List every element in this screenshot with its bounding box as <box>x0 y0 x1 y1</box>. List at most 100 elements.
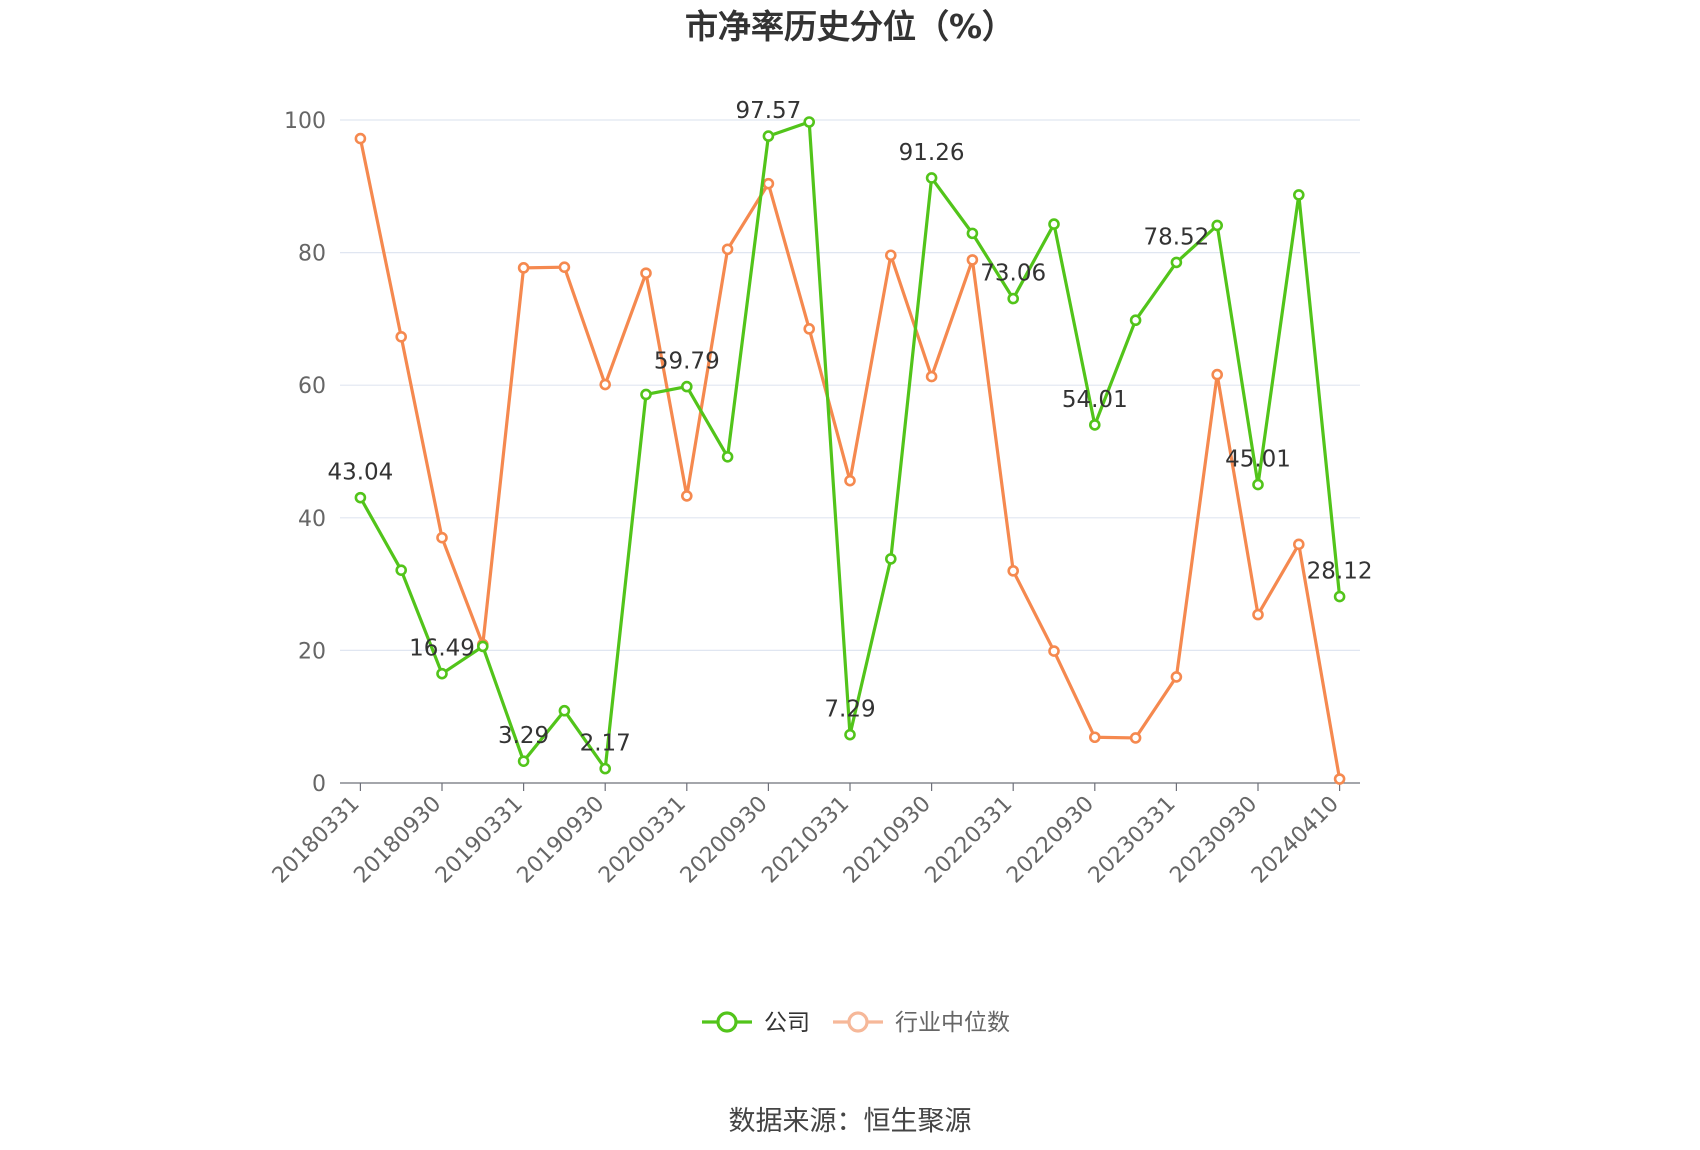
x-tick-label: 20210930 <box>839 792 936 889</box>
x-axis <box>340 782 1360 791</box>
data-point <box>803 323 816 335</box>
data-point <box>721 451 734 463</box>
data-point <box>476 640 489 653</box>
data-point <box>640 267 652 279</box>
legend-label: 公司 <box>764 1010 810 1036</box>
data-point <box>925 370 938 383</box>
y-tick-label: 40 <box>298 507 326 532</box>
data-point <box>1293 538 1305 551</box>
x-tick-label: 20220331 <box>921 792 1018 889</box>
source-note: 数据来源：恒生聚源 <box>729 1106 972 1137</box>
data-label: 73.06 <box>980 261 1046 287</box>
legend[interactable]: 公司 行业中位数 <box>702 1010 1010 1036</box>
data-point <box>1333 773 1346 785</box>
y-tick-label: 100 <box>284 109 326 134</box>
x-tick-label: 20200331 <box>594 792 691 889</box>
y-axis: 0 20 40 60 80 100 <box>284 109 326 797</box>
data-label: 43.04 <box>327 460 393 486</box>
data-label: 16.49 <box>409 636 475 662</box>
data-point <box>1170 671 1183 683</box>
legend-label: 行业中位数 <box>895 1010 1010 1036</box>
x-tick-label: 20210331 <box>757 792 854 889</box>
data-point <box>884 553 897 565</box>
data-point <box>1007 292 1020 305</box>
data-point <box>844 474 856 487</box>
data-point <box>354 132 367 145</box>
data-point <box>640 388 652 401</box>
data-point <box>1170 256 1183 269</box>
x-tick-label: 20220930 <box>1002 792 1099 889</box>
data-point <box>395 564 408 576</box>
legend-marker <box>716 1011 738 1033</box>
x-tick-labels: 2018033120180930201903312019093020200331… <box>268 792 1344 889</box>
y-tick-label: 0 <box>312 772 326 797</box>
series-company <box>354 116 1346 775</box>
data-label: 2.17 <box>580 731 631 757</box>
data-point <box>517 755 530 767</box>
data-point <box>721 243 734 256</box>
data-point <box>844 728 856 741</box>
x-tick-label: 20200930 <box>676 792 773 889</box>
data-point <box>1252 478 1264 491</box>
series-line <box>359 120 1342 771</box>
data-point <box>680 380 693 393</box>
data-point <box>1252 608 1264 621</box>
data-point <box>517 262 530 274</box>
y-tick-label: 60 <box>298 374 326 399</box>
data-point <box>558 704 571 717</box>
x-tick-label: 20180331 <box>268 792 365 889</box>
chart-title: 市净率历史分位（%） <box>685 7 1015 46</box>
data-label: 91.26 <box>899 140 965 166</box>
x-tick-label: 20190930 <box>513 792 610 889</box>
data-point <box>966 254 979 266</box>
series <box>354 116 1346 785</box>
data-point <box>925 172 938 184</box>
data-point <box>1089 419 1101 431</box>
data-point <box>354 491 367 504</box>
data-point <box>762 177 775 190</box>
grid <box>340 119 1360 652</box>
data-label: 3.29 <box>498 723 549 749</box>
data-point <box>1007 565 1020 577</box>
data-label: 28.12 <box>1307 559 1373 585</box>
data-point <box>1129 314 1142 327</box>
data-label: 45.01 <box>1225 447 1291 473</box>
data-point <box>1293 189 1305 201</box>
data-point <box>1211 368 1223 381</box>
series-industry-median <box>354 132 1346 785</box>
data-point <box>1048 645 1060 657</box>
data-point <box>1333 590 1346 603</box>
data-label: 78.52 <box>1143 224 1209 250</box>
x-tick-label: 20230331 <box>1084 792 1181 889</box>
data-label: 97.57 <box>735 98 801 124</box>
data-point <box>762 130 775 142</box>
x-tick-label: 20190331 <box>431 792 528 889</box>
legend-item-company[interactable]: 公司 <box>702 1010 810 1036</box>
data-point <box>966 227 979 240</box>
data-point <box>558 261 571 273</box>
x-tick-label: 20180930 <box>349 792 446 889</box>
x-tick-label: 20230930 <box>1165 792 1262 889</box>
legend-item-industry-median[interactable]: 行业中位数 <box>833 1010 1010 1036</box>
y-tick-label: 80 <box>298 242 326 267</box>
x-tick-label: 20240410 <box>1247 792 1344 889</box>
data-point <box>599 378 612 391</box>
data-point <box>436 667 448 680</box>
data-point <box>599 762 612 775</box>
y-tick-label: 20 <box>298 639 326 664</box>
data-label: 54.01 <box>1062 387 1128 413</box>
data-point <box>884 249 897 262</box>
data-label: 7.29 <box>824 697 875 723</box>
data-point <box>803 116 816 128</box>
data-labels: 43.04 16.49 3.29 2.17 59.79 97.57 7.29 91.26 73.… <box>327 98 1372 757</box>
data-point <box>1089 731 1101 744</box>
legend-marker <box>847 1011 869 1033</box>
data-point <box>680 490 693 502</box>
data-label: 59.79 <box>654 349 720 375</box>
data-point <box>436 531 448 544</box>
data-point <box>395 331 408 343</box>
data-point <box>1129 732 1142 744</box>
data-point <box>1048 218 1060 230</box>
data-point <box>1211 219 1223 232</box>
